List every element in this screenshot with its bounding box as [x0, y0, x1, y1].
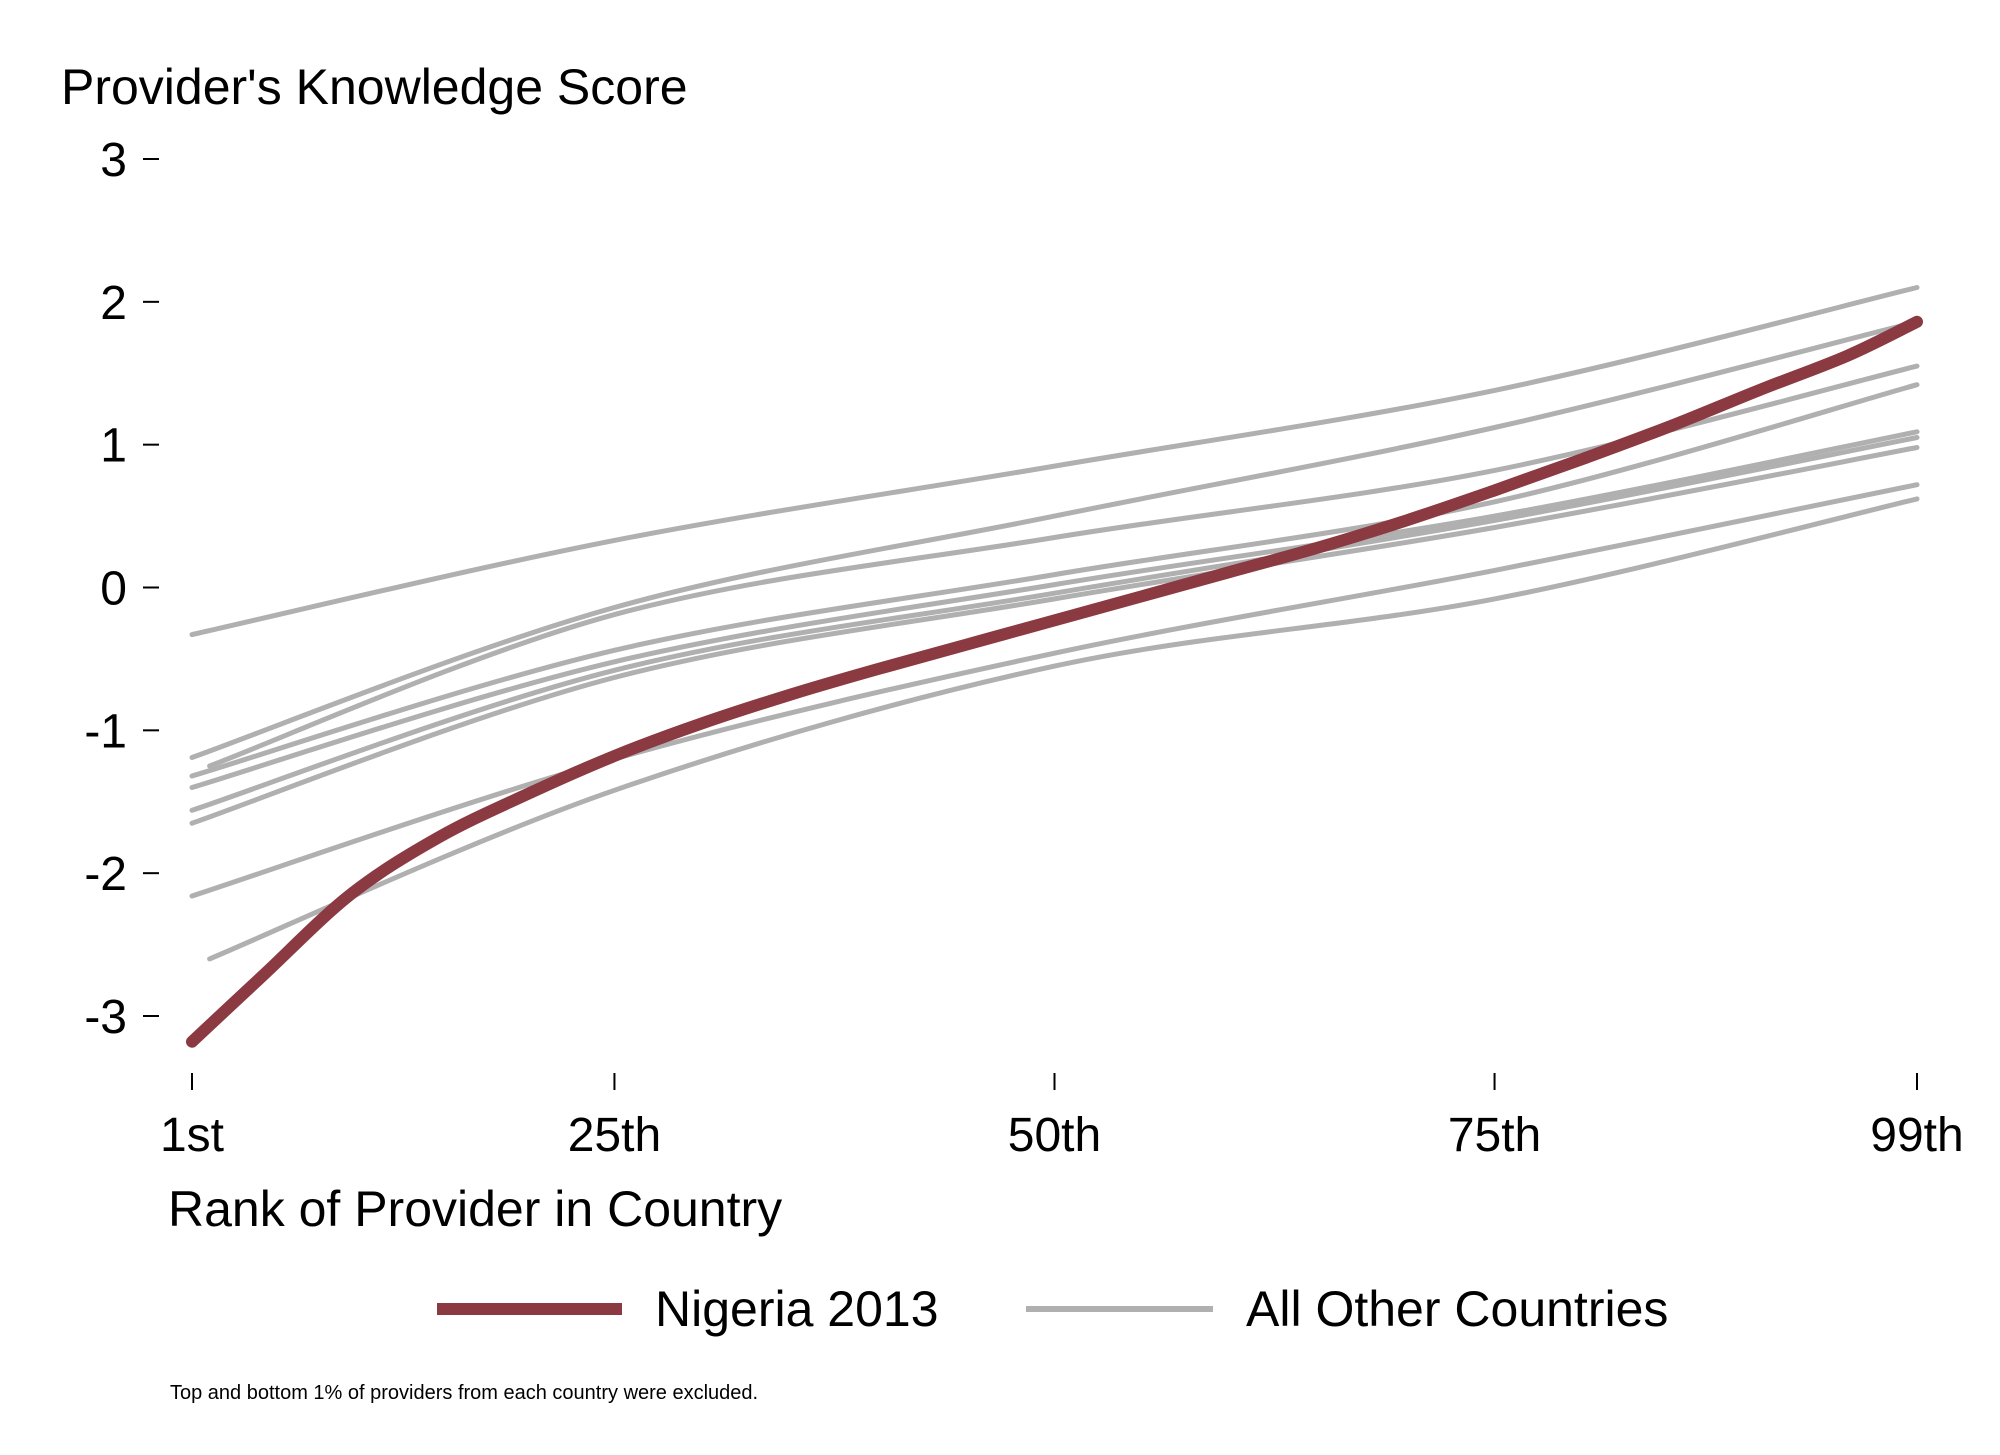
other-country-line [189, 482, 1920, 899]
x-axis: 1st 25th 50th 75th 99th [160, 1073, 1964, 1162]
y-axis: 3 2 1 0 -1 -2 -3 [84, 134, 159, 1044]
y-tick-label: 1 [100, 420, 127, 473]
x-tick-label: 99th [1870, 1109, 1963, 1162]
other-country-line [189, 382, 1920, 779]
y-axis-title: Provider's Knowledge Score [61, 59, 688, 115]
footnote: Top and bottom 1% of providers from each… [170, 1382, 758, 1404]
legend-label-nigeria: Nigeria 2013 [655, 1281, 939, 1337]
nigeria-2013-line [186, 315, 1923, 1048]
y-tick-label: 3 [100, 134, 127, 187]
other-country-line [189, 429, 1920, 790]
y-tick-label: -1 [84, 705, 127, 758]
x-axis-title: Rank of Provider in Country [168, 1181, 782, 1237]
plot-area [186, 285, 1923, 1048]
other-country-line [207, 496, 1920, 962]
x-tick-label: 75th [1448, 1109, 1541, 1162]
x-tick-label: 25th [568, 1109, 661, 1162]
legend-label-other: All Other Countries [1246, 1281, 1668, 1337]
y-tick-label: -3 [84, 991, 127, 1044]
other-country-line [189, 285, 1920, 638]
other-country-line [189, 319, 1920, 760]
legend: Nigeria 2013 All Other Countries [437, 1281, 1668, 1337]
x-tick-label: 50th [1008, 1109, 1101, 1162]
y-tick-label: -2 [84, 848, 127, 901]
other-country-line [189, 445, 1920, 826]
other-country-line [189, 435, 1920, 813]
x-tick-label: 1st [160, 1109, 224, 1162]
y-tick-label: 2 [100, 277, 127, 330]
y-tick-label: 0 [100, 563, 127, 616]
